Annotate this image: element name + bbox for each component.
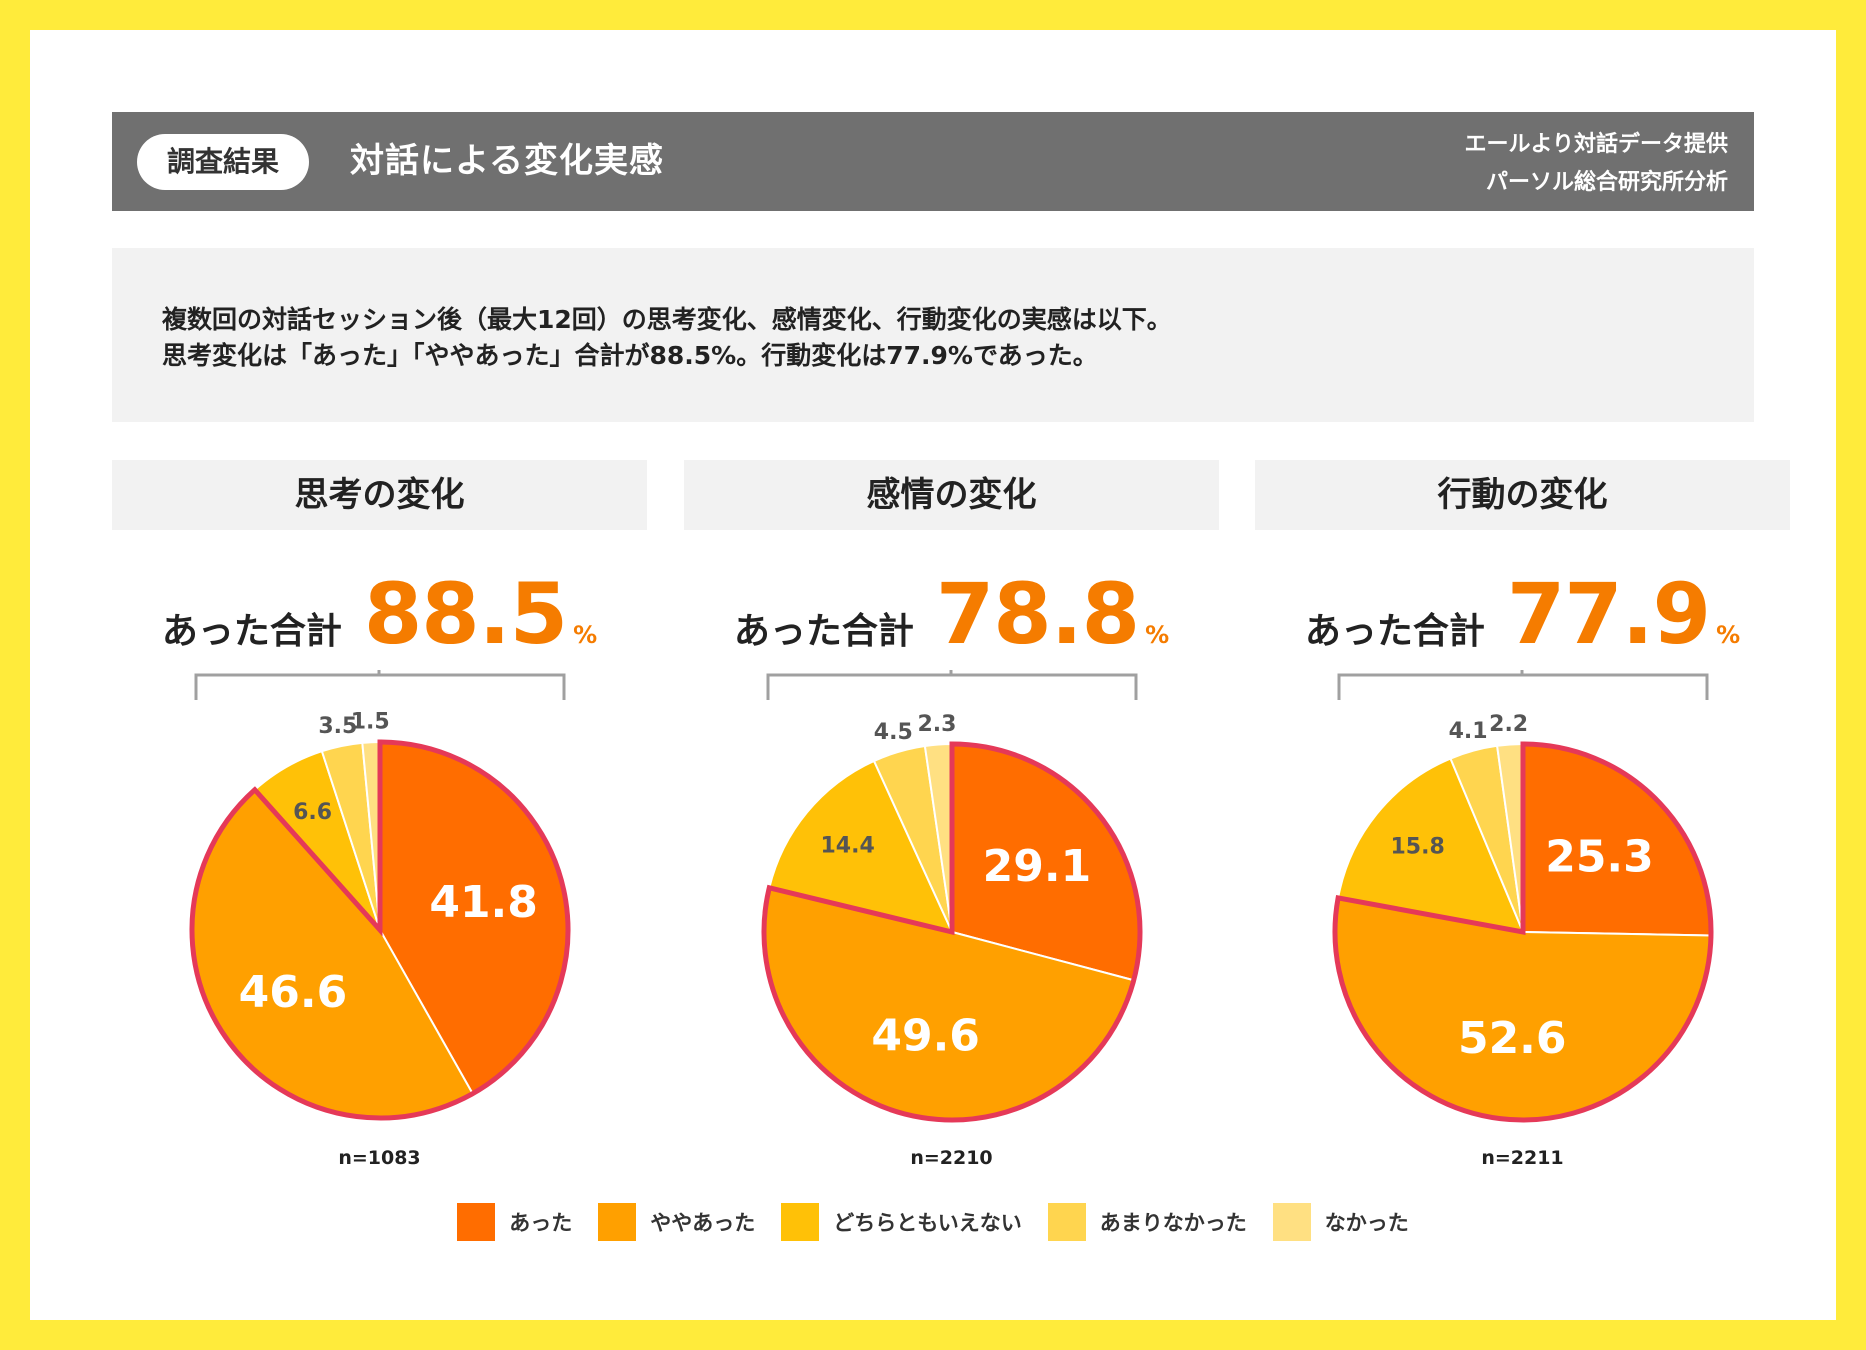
slice-value-label: 49.6 (871, 1010, 980, 1061)
legend-label: なかった (1324, 1211, 1409, 1235)
credits: エールより対話データ提供 パーソル総合研究所分析 (1464, 126, 1728, 202)
slice-value-label: 46.6 (239, 967, 348, 1018)
slice-value-label: 2.2 (1489, 712, 1528, 737)
legend-swatch (457, 1203, 496, 1241)
total-row-emotion: あった合計 78.8% (684, 565, 1219, 663)
legend-item: あった (457, 1203, 572, 1241)
total-unit: % (1145, 621, 1170, 649)
n-label-thinking: n=1083 (338, 1147, 421, 1169)
bracket-emotion (766, 670, 1138, 700)
total-value: 88.5 (363, 565, 568, 663)
total-value: 77.9 (1506, 565, 1711, 663)
slice-value-label: 1.5 (351, 710, 390, 735)
summary-line-2: 思考変化は「あった」「ややあった」合計が88.5%。行動変化は77.9%であった… (162, 341, 1098, 370)
highlight-outline (761, 741, 1143, 1123)
bracket-behavior (1337, 670, 1709, 700)
credit-line-1: エールより対話データ提供 (1464, 132, 1728, 157)
panel-title-behavior: 行動の変化 (1255, 460, 1790, 530)
credit-line-2: パーソル総合研究所分析 (1485, 170, 1728, 195)
slice-value-label: 29.1 (983, 841, 1092, 892)
summary-box: 複数回の対話セッション後（最大12回）の思考変化、感情変化、行動変化の実感は以下… (112, 248, 1754, 422)
total-label: あった合計 (733, 611, 914, 652)
slice-value-label: 41.8 (429, 877, 538, 928)
slice-value-label: 3.5 (318, 714, 357, 739)
legend-item: ややあった (598, 1203, 755, 1241)
slice-value-label: 4.5 (874, 720, 913, 745)
slice-value-label: 6.6 (293, 800, 332, 825)
legend-label: あった (509, 1211, 573, 1235)
pie-slice-dochira-tomo (768, 759, 953, 933)
legend-label: あまりなかった (1099, 1211, 1247, 1235)
n-label-behavior: n=2211 (1481, 1147, 1564, 1169)
bracket-thinking (194, 670, 566, 700)
highlight-outline (189, 739, 571, 1121)
slice-value-label: 25.3 (1545, 831, 1654, 882)
slice-value-label: 15.8 (1390, 835, 1444, 860)
legend-swatch (1047, 1203, 1086, 1241)
pie-slice-dochira-tomo (1337, 757, 1524, 933)
slice-value-label: 52.6 (1458, 1013, 1567, 1064)
summary-line-1: 複数回の対話セッション後（最大12回）の思考変化、感情変化、行動変化の実感は以下… (162, 305, 1172, 334)
panel-title-thinking: 思考の変化 (112, 460, 647, 530)
slice-value-label: 4.1 (1449, 719, 1488, 744)
highlight-outline (1332, 741, 1714, 1123)
legend-item: どちらともいえない (781, 1203, 1022, 1241)
slice-value-label: 14.4 (820, 833, 874, 858)
panel-title-emotion: 感情の変化 (684, 460, 1219, 530)
total-label: あった合計 (161, 611, 342, 652)
legend-swatch (1272, 1203, 1311, 1241)
result-badge: 調査結果 (137, 134, 309, 190)
legend-item: なかった (1272, 1203, 1409, 1241)
page-title: 対話による変化実感 (350, 141, 664, 181)
legend-swatch (781, 1203, 820, 1241)
n-label-emotion: n=2210 (910, 1147, 993, 1169)
header-bar: 調査結果 対話による変化実感 エールより対話データ提供 パーソル総合研究所分析 (112, 112, 1754, 211)
slice-value-label: 2.3 (917, 712, 956, 737)
total-row-thinking: あった合計 88.5% (112, 565, 647, 663)
total-value: 78.8 (935, 565, 1140, 663)
total-unit: % (1716, 621, 1741, 649)
total-unit: % (573, 621, 598, 649)
legend-item: あまりなかった (1047, 1203, 1247, 1241)
total-row-behavior: あった合計 77.9% (1255, 565, 1790, 663)
legend-label: どちらともいえない (833, 1211, 1022, 1235)
legend-label: ややあった (650, 1211, 756, 1235)
legend: あった ややあった どちらともいえない あまりなかった なかった (0, 1202, 1866, 1242)
legend-swatch (598, 1203, 637, 1241)
total-label: あった合計 (1304, 611, 1485, 652)
